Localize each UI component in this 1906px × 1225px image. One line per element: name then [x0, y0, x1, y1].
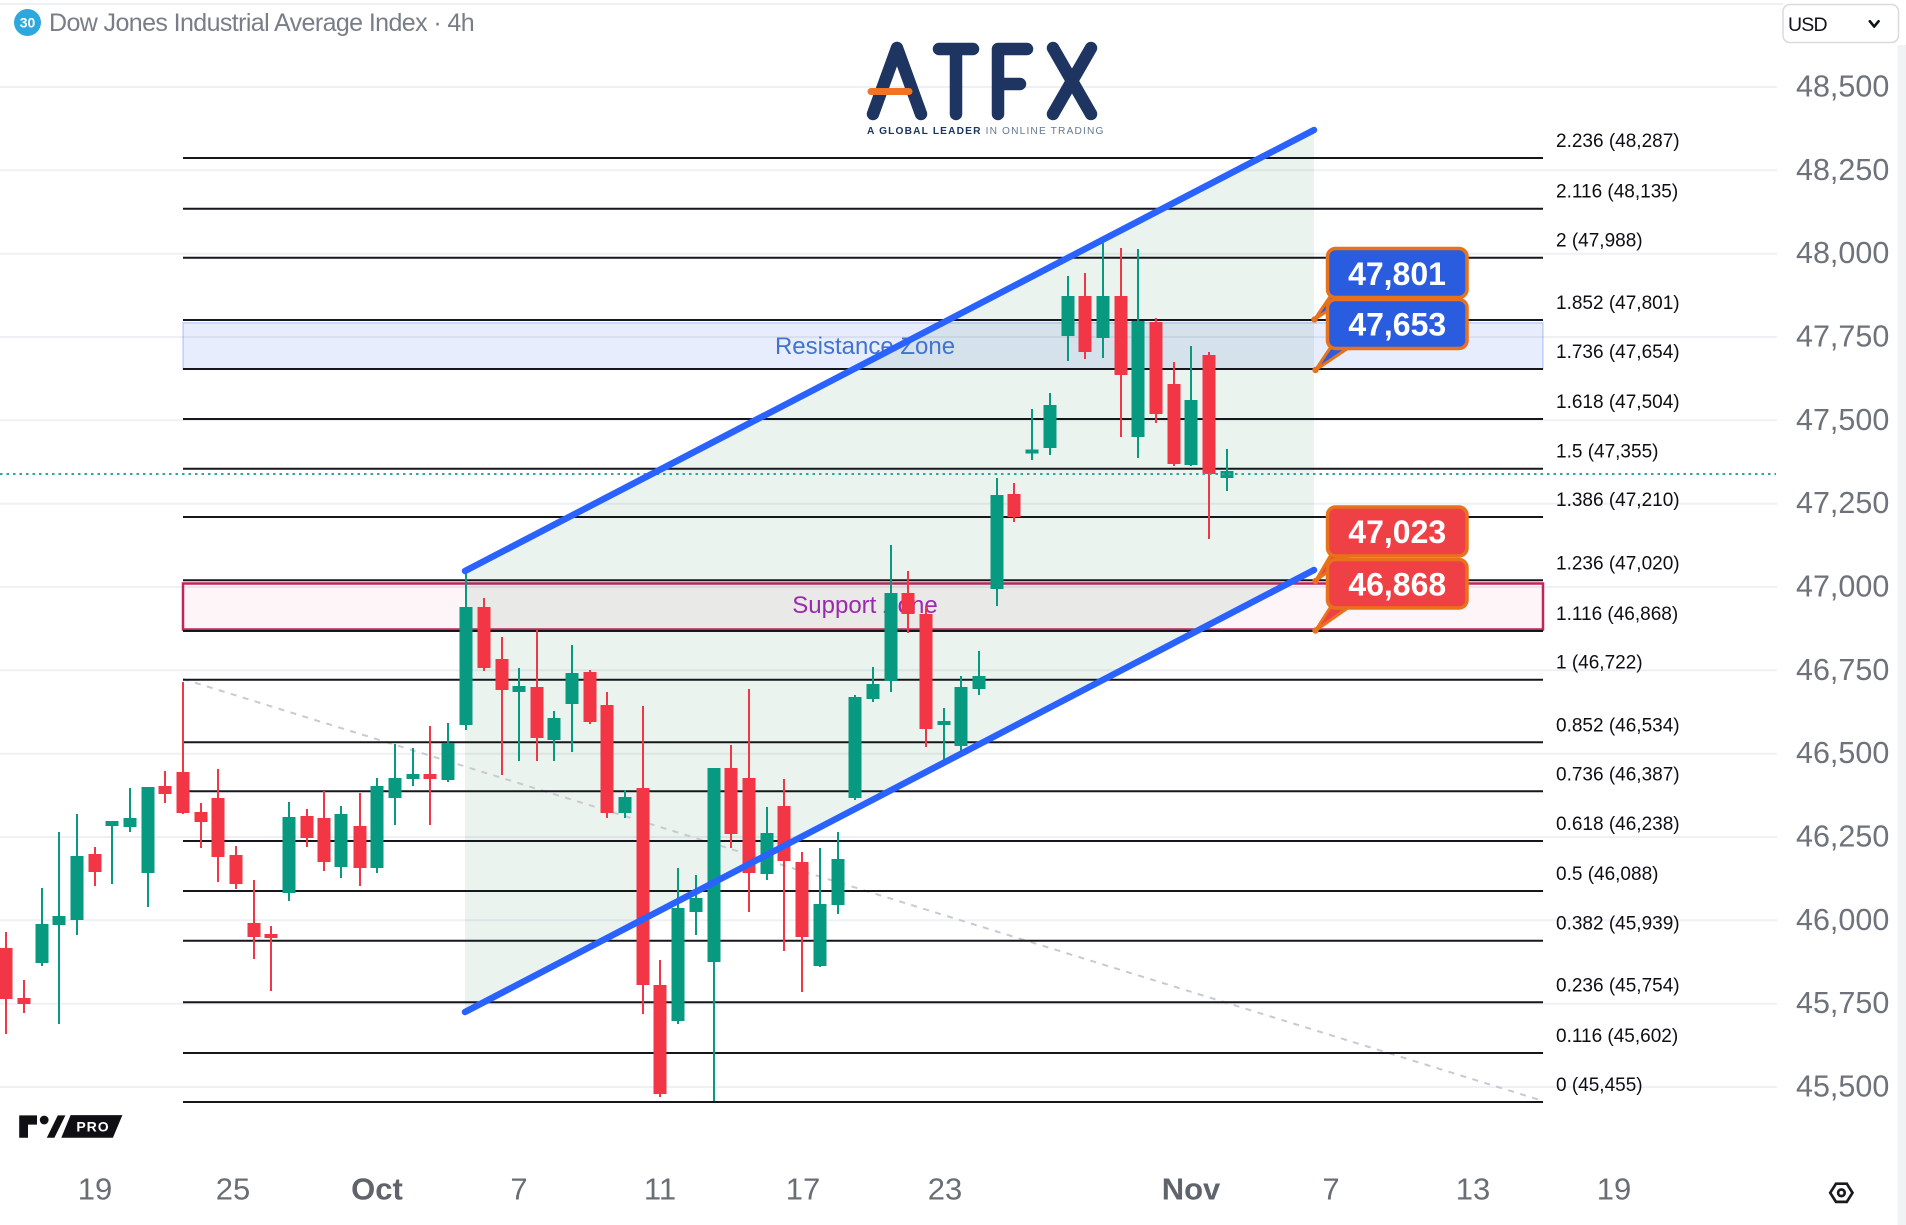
svg-text:2.236 (48,287): 2.236 (48,287) — [1556, 131, 1680, 152]
svg-text:48,250: 48,250 — [1796, 153, 1889, 187]
svg-text:47,653: 47,653 — [1348, 307, 1446, 343]
svg-text:46,868: 46,868 — [1348, 566, 1446, 602]
svg-text:48,000: 48,000 — [1796, 236, 1889, 270]
svg-text:2 (47,988): 2 (47,988) — [1556, 231, 1643, 252]
svg-text:0.382 (45,939): 0.382 (45,939) — [1556, 914, 1680, 935]
svg-text:0.618 (46,238): 0.618 (46,238) — [1556, 814, 1680, 835]
svg-text:19: 19 — [78, 1172, 112, 1207]
svg-text:0.736 (46,387): 0.736 (46,387) — [1556, 764, 1680, 785]
svg-text:0.236 (45,754): 0.236 (45,754) — [1556, 975, 1680, 996]
svg-text:1 (46,722): 1 (46,722) — [1556, 653, 1643, 674]
svg-text:1.736 (47,654): 1.736 (47,654) — [1556, 342, 1680, 363]
svg-text:47,500: 47,500 — [1796, 403, 1889, 437]
svg-text:1.5 (47,355): 1.5 (47,355) — [1556, 442, 1658, 463]
svg-text:30: 30 — [20, 15, 36, 31]
svg-text:47,000: 47,000 — [1796, 570, 1889, 604]
svg-text:Dow Jones Industrial Average I: Dow Jones Industrial Average Index · 4h — [49, 9, 474, 37]
svg-text:Resistance Zone: Resistance Zone — [775, 333, 955, 360]
svg-text:USD: USD — [1788, 14, 1827, 36]
svg-text:23: 23 — [928, 1172, 962, 1207]
svg-text:A GLOBAL LEADER IN ONLINE TRAD: A GLOBAL LEADER IN ONLINE TRADING — [867, 126, 1105, 137]
svg-text:47,250: 47,250 — [1796, 486, 1889, 520]
svg-text:0.116 (45,602): 0.116 (45,602) — [1556, 1026, 1678, 1047]
svg-text:19: 19 — [1597, 1172, 1631, 1207]
svg-text:1.618 (47,504): 1.618 (47,504) — [1556, 392, 1680, 413]
svg-text:25: 25 — [216, 1172, 250, 1207]
svg-text:11: 11 — [644, 1172, 676, 1207]
svg-text:47,801: 47,801 — [1348, 256, 1446, 292]
svg-text:46,500: 46,500 — [1796, 736, 1889, 770]
svg-text:Nov: Nov — [1162, 1172, 1221, 1207]
svg-text:PRO: PRO — [76, 1119, 109, 1135]
svg-text:7: 7 — [1322, 1172, 1339, 1207]
svg-text:0.5 (46,088): 0.5 (46,088) — [1556, 864, 1658, 885]
svg-text:1.236 (47,020): 1.236 (47,020) — [1556, 553, 1680, 574]
svg-text:13: 13 — [1456, 1172, 1490, 1207]
svg-text:0.852 (46,534): 0.852 (46,534) — [1556, 715, 1680, 736]
svg-text:47,750: 47,750 — [1796, 320, 1889, 354]
svg-text:1.852 (47,801): 1.852 (47,801) — [1556, 293, 1680, 314]
svg-text:47,023: 47,023 — [1348, 514, 1446, 550]
svg-text:45,500: 45,500 — [1796, 1070, 1889, 1104]
svg-text:7: 7 — [510, 1172, 527, 1207]
svg-text:17: 17 — [786, 1172, 820, 1207]
svg-text:45,750: 45,750 — [1796, 986, 1889, 1020]
svg-text:Support Zone: Support Zone — [792, 592, 937, 619]
svg-text:0 (45,455): 0 (45,455) — [1556, 1075, 1643, 1096]
svg-text:1.386 (47,210): 1.386 (47,210) — [1556, 490, 1680, 511]
svg-text:46,750: 46,750 — [1796, 653, 1889, 687]
svg-text:Oct: Oct — [351, 1172, 403, 1207]
svg-text:46,250: 46,250 — [1796, 820, 1889, 854]
svg-text:1.116 (46,868): 1.116 (46,868) — [1556, 604, 1678, 625]
svg-text:2.116 (48,135): 2.116 (48,135) — [1556, 182, 1678, 203]
svg-text:48,500: 48,500 — [1796, 70, 1889, 104]
svg-text:46,000: 46,000 — [1796, 903, 1889, 937]
